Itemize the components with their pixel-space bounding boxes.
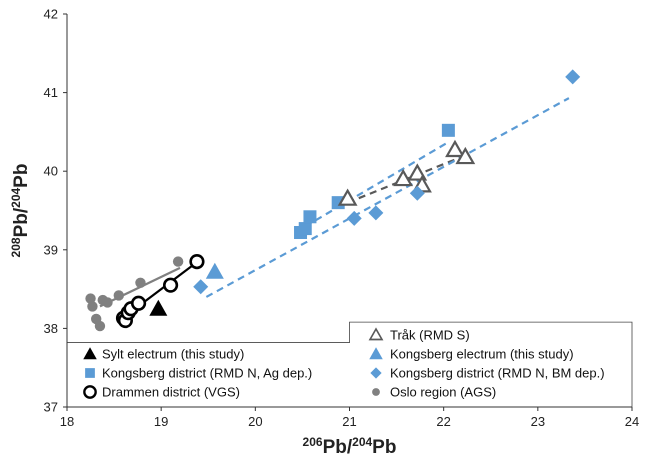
legend-marker [83, 347, 97, 360]
y-tick-label: 37 [44, 400, 58, 415]
legend-marker [368, 327, 384, 341]
y-tick-label: 38 [44, 321, 58, 336]
data-point [85, 293, 96, 304]
legend-label: Oslo region (AGS) [390, 385, 496, 400]
data-point [94, 320, 106, 332]
data-point [87, 301, 98, 312]
x-tick-label: 19 [154, 414, 168, 429]
legend-entry: Tråk (RMD S) [368, 327, 470, 343]
y-axis-title-end: Pb [11, 164, 32, 188]
y-tick-label: 42 [44, 7, 58, 22]
data-points [85, 69, 581, 332]
data-point [409, 185, 425, 201]
data-point [172, 256, 184, 267]
series-5 [193, 69, 581, 295]
trendline [294, 141, 449, 234]
data-point [149, 299, 168, 316]
legend-entry: Oslo region (AGS) [372, 385, 496, 400]
data-point [346, 210, 362, 226]
data-point [130, 295, 147, 311]
legend-entry: Drammen district (VGS) [83, 385, 240, 400]
series-4 [205, 262, 224, 279]
legend-entry: Kongsberg district (RMD N, BM dep.) [370, 366, 605, 381]
x-tick-label: 21 [342, 414, 356, 429]
series-6 [85, 256, 184, 332]
legend-entries: Sylt electrum (this study) Kongsberg dist… [83, 327, 605, 400]
y-tick-label: 41 [44, 85, 58, 100]
y-tick-label: 40 [44, 164, 58, 179]
legend-marker [83, 385, 97, 399]
x-tick-label: 20 [248, 414, 262, 429]
legend-label: Tråk (RMD S) [390, 328, 470, 343]
legend-label: Sylt electrum (this study) [102, 347, 244, 362]
x-axis-title-main: Pb/ [323, 437, 353, 458]
series-0 [149, 299, 168, 316]
y-axis-title-sup2: 204 [9, 188, 23, 208]
x-axis-title-end: Pb [372, 437, 396, 458]
data-point [565, 69, 581, 85]
data-point [337, 188, 358, 206]
x-tick-label: 22 [436, 414, 450, 429]
series-3 [337, 139, 476, 206]
legend-entry: Kongsberg electrum (this study) [369, 347, 574, 362]
series-2 [115, 253, 205, 329]
legend-label: Kongsberg district (RMD N, Ag dep.) [102, 366, 312, 381]
data-point [205, 262, 224, 279]
data-point [162, 277, 179, 293]
data-point [135, 277, 146, 289]
data-point [113, 290, 124, 301]
x-axis-title-sup2: 204 [352, 435, 372, 449]
data-point [393, 168, 414, 187]
y-axis-title-sup1: 208 [9, 237, 23, 257]
data-point [189, 253, 205, 270]
x-axis-title-sup1: 206 [303, 435, 323, 449]
data-point [298, 222, 312, 236]
data-point [368, 205, 384, 221]
data-point [102, 297, 113, 308]
x-tick-label: 18 [60, 414, 74, 429]
y-axis-title: 208Pb/204Pb [9, 164, 32, 258]
series-1 [294, 123, 455, 240]
data-point [407, 163, 428, 181]
x-tick-label: 23 [531, 414, 545, 429]
data-point [441, 123, 455, 137]
x-axis-title: 206Pb/204Pb [303, 435, 397, 458]
legend-label: Kongsberg electrum (this study) [390, 347, 574, 362]
x-tick-label: 24 [625, 414, 639, 429]
legend-marker [85, 368, 95, 378]
legend-marker [370, 367, 382, 379]
legend-label: Drammen district (VGS) [102, 385, 240, 400]
legend-marker [372, 388, 380, 396]
data-point [193, 279, 209, 295]
legend-marker [369, 347, 383, 360]
y-axis-title-main: Pb/ [11, 207, 32, 237]
legend-entry: Kongsberg district (RMD N, Ag dep.) [85, 366, 312, 381]
data-point [303, 210, 317, 224]
data-point [455, 146, 476, 165]
tick-labels: 18 19 20 21 22 23 24 37 38 39 40 41 42 [44, 7, 640, 430]
trendline [205, 97, 570, 298]
data-point [445, 139, 465, 158]
legend-label: Kongsberg district (RMD N, BM dep.) [390, 366, 605, 381]
legend-entry: Sylt electrum (this study) [83, 347, 244, 362]
y-tick-label: 39 [44, 242, 58, 257]
